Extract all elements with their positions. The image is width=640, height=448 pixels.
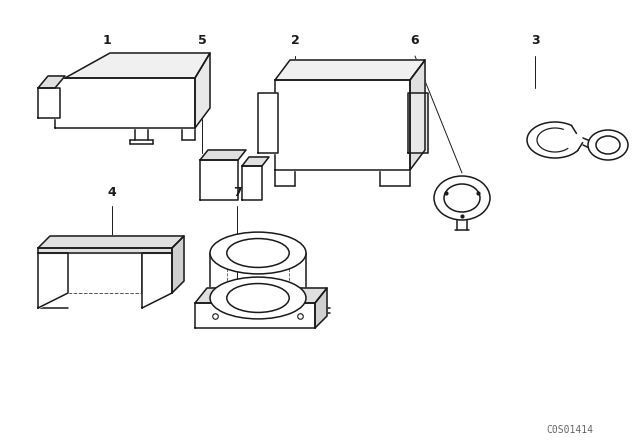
Text: 5: 5 — [198, 34, 206, 47]
Polygon shape — [65, 53, 210, 78]
Text: 3: 3 — [531, 34, 540, 47]
Polygon shape — [55, 78, 195, 128]
Polygon shape — [242, 157, 269, 166]
Polygon shape — [38, 253, 68, 308]
Polygon shape — [200, 150, 246, 160]
Text: C0S01414: C0S01414 — [547, 425, 593, 435]
Ellipse shape — [588, 130, 628, 160]
Polygon shape — [200, 160, 238, 200]
Polygon shape — [408, 93, 428, 153]
Polygon shape — [275, 80, 410, 170]
Text: 1: 1 — [102, 34, 111, 47]
Polygon shape — [195, 53, 210, 128]
Text: 7: 7 — [232, 185, 241, 198]
Polygon shape — [38, 236, 184, 248]
Ellipse shape — [210, 277, 306, 319]
Polygon shape — [38, 88, 60, 118]
Polygon shape — [195, 288, 327, 303]
Text: 4: 4 — [108, 185, 116, 198]
Polygon shape — [315, 288, 327, 328]
Ellipse shape — [210, 232, 306, 274]
Polygon shape — [38, 248, 172, 253]
Ellipse shape — [434, 176, 490, 220]
Text: 2: 2 — [291, 34, 300, 47]
Polygon shape — [410, 60, 425, 170]
Polygon shape — [275, 60, 425, 80]
Polygon shape — [242, 166, 262, 200]
Text: 6: 6 — [411, 34, 419, 47]
Polygon shape — [38, 76, 65, 88]
Polygon shape — [142, 253, 172, 308]
Polygon shape — [172, 236, 184, 293]
Polygon shape — [258, 93, 278, 153]
Polygon shape — [195, 303, 315, 328]
